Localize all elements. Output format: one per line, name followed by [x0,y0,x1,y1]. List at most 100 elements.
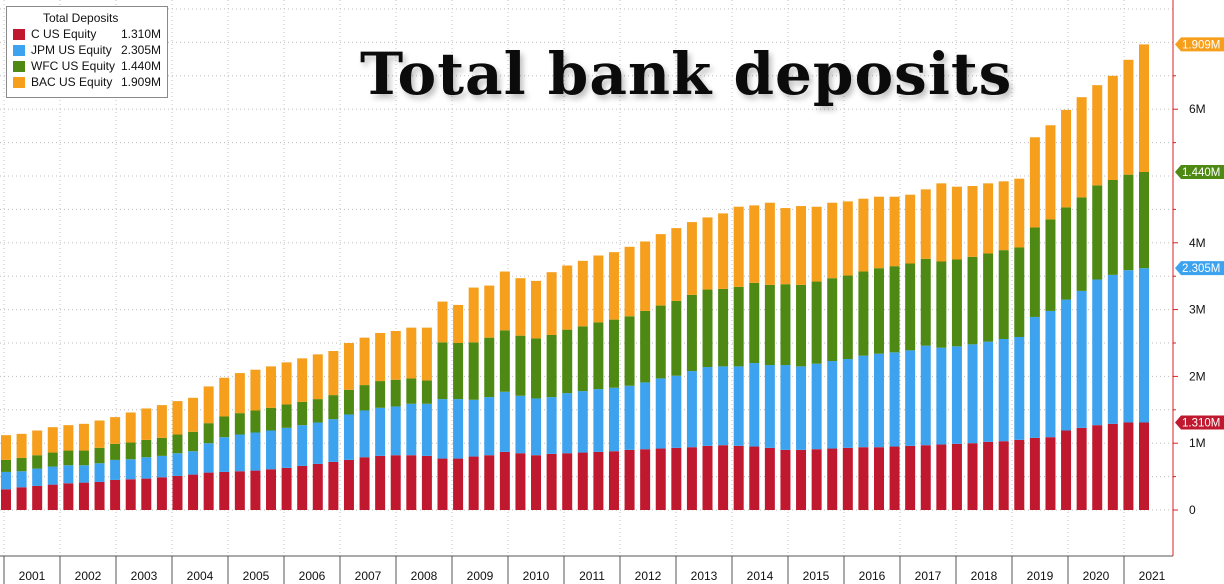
bar-segment-wfc [47,452,58,467]
bar-segment-wfc [936,261,947,348]
bar-segment-wfc [562,329,573,394]
bar-segment-bac [842,201,853,276]
bar-segment-wfc [842,275,853,360]
bar-segment-bac [188,397,199,432]
bar-segment-c [141,478,152,510]
bar-segment-c [593,451,604,510]
bar-segment-c [624,449,635,510]
bar-segment-c [390,455,401,510]
bar-segment-jpm [764,365,775,448]
bar-segment-c [780,449,791,510]
bar-segment-bac [873,196,884,269]
bar-segment-wfc [515,335,526,396]
bar-segment-jpm [951,346,962,444]
bar-segment-c [94,481,105,510]
bar-segment-bac [1014,178,1025,248]
bar-segment-bac [110,417,121,444]
bar-segment-bac [1061,109,1072,208]
bar-segment-jpm [110,459,121,480]
y-tick-label: 3M [1189,303,1206,317]
bar-segment-bac [936,183,947,262]
bar-segment-bac [297,358,308,402]
chart-title: Total bank deposits [360,40,1013,108]
last-value-tag [1175,164,1224,179]
bar-segment-c [1029,437,1040,510]
bar-segment-c [125,479,136,510]
bar-segment-wfc [297,401,308,426]
legend-swatch-bac [13,76,25,88]
bar-segment-jpm [437,399,448,459]
bar-segment-c [297,465,308,510]
bar-segment-jpm [188,451,199,475]
bar-segment-c [312,463,323,510]
bar-segment-jpm [375,407,386,456]
bar-segment-bac [172,401,183,435]
bar-segment-c [983,441,994,510]
stacked-bars [1,44,1149,510]
bar-segment-c [421,455,432,510]
bar-segment-bac [16,433,27,458]
last-value-label-jpm: 2.305M [1175,261,1224,276]
bar-segment-jpm [390,406,401,456]
bar-segment-bac [266,366,277,408]
bar-segment-wfc [468,342,479,400]
bar-segment-c [640,449,651,510]
bar-segment-bac [593,255,604,323]
legend-swatch-jpm [13,44,25,56]
bar-segment-jpm [281,427,292,468]
bar-segment-wfc [702,289,713,368]
legend-swatch-wfc [13,60,25,72]
bar-segment-jpm [998,338,1009,442]
bar-segment-c [905,445,916,510]
bar-segment-jpm [1139,268,1149,423]
bar-segment-wfc [188,431,199,452]
bar-segment-wfc [608,319,619,388]
bar-segment-bac [406,327,417,379]
x-tick-label: 2018 [971,569,998,583]
bar-segment-wfc [1107,180,1118,275]
last-value-text: 1.310M [1182,417,1220,429]
bar-segment-jpm [936,347,947,445]
bar-segment-c [343,459,354,510]
bar-segment-c [110,479,121,510]
bar-segment-c [749,446,760,510]
bar-segment-bac [453,304,464,343]
bar-segment-wfc [733,286,744,367]
bar-segment-jpm [63,465,74,484]
bar-segment-wfc [312,399,323,423]
bar-segment-jpm [1123,270,1134,423]
bar-segment-c [266,469,277,510]
x-tick-label: 2006 [299,569,326,583]
bar-segment-wfc [16,457,27,472]
bar-segment-jpm [468,399,479,457]
bar-segment-c [764,447,775,510]
bar-segment-bac [219,377,230,417]
bar-segment-jpm [47,466,58,485]
bar-segment-jpm [515,395,526,454]
bar-segment-jpm [671,375,682,448]
bar-segment-bac [375,332,386,382]
bar-segment-bac [421,327,432,381]
bar-segment-jpm [484,397,495,456]
legend-title: Total Deposits [43,11,119,25]
bar-segment-c [936,444,947,510]
last-value-text: 1.440M [1182,167,1220,179]
grid-lines [0,0,1173,556]
bar-segment-c [78,482,89,510]
bar-segment-bac [390,330,401,380]
bar-segment-bac [671,228,682,301]
bar-segment-bac [78,423,89,451]
bar-segment-jpm [421,403,432,456]
bar-segment-c [1061,430,1072,510]
bar-segment-c [967,443,978,510]
bar-segment-wfc [110,443,121,460]
bar-segment-jpm [453,399,464,459]
bar-segment-bac [156,405,167,438]
bar-segment-c [281,467,292,510]
bar-segment-wfc [328,395,339,420]
bar-segment-c [359,457,370,510]
bar-segment-wfc [858,271,869,356]
bar-segment-bac [531,280,542,339]
bar-segment-bac [312,354,323,400]
bar-segment-jpm [920,345,931,446]
